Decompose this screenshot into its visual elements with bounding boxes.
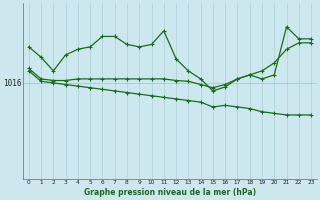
X-axis label: Graphe pression niveau de la mer (hPa): Graphe pression niveau de la mer (hPa)	[84, 188, 256, 197]
